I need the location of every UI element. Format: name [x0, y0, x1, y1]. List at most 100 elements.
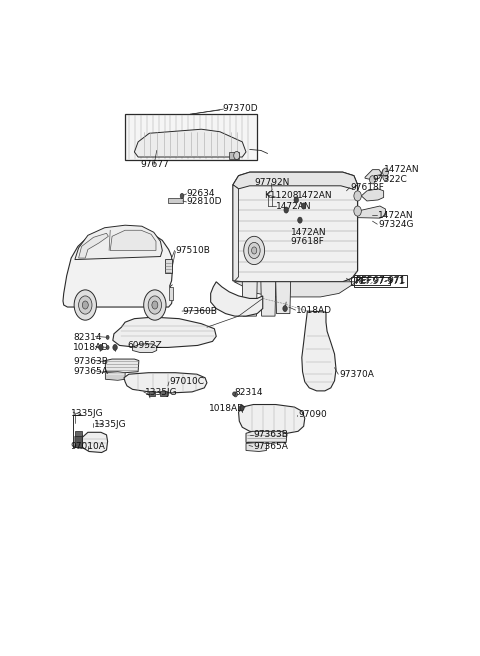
Text: 92810D: 92810D	[186, 197, 222, 207]
Bar	[165, 259, 172, 273]
Bar	[160, 391, 167, 396]
Text: 97510B: 97510B	[175, 246, 210, 255]
Polygon shape	[75, 431, 83, 436]
Polygon shape	[358, 206, 385, 218]
Text: 97010C: 97010C	[170, 377, 205, 386]
Polygon shape	[246, 442, 266, 451]
Text: 97360B: 97360B	[183, 306, 217, 316]
Text: 1335JG: 1335JG	[71, 409, 104, 418]
Text: 92634: 92634	[186, 190, 215, 198]
Text: 97322C: 97322C	[372, 175, 407, 184]
Polygon shape	[79, 234, 108, 258]
Circle shape	[240, 405, 244, 411]
Text: 97363B: 97363B	[253, 430, 288, 440]
Circle shape	[301, 203, 306, 209]
Circle shape	[354, 191, 361, 201]
Text: 97792N: 97792N	[254, 178, 290, 187]
Text: 1472AN: 1472AN	[378, 211, 414, 220]
Polygon shape	[233, 172, 358, 189]
Circle shape	[383, 174, 388, 181]
Circle shape	[99, 344, 103, 350]
Polygon shape	[302, 311, 336, 391]
Text: 82314: 82314	[73, 333, 102, 342]
Circle shape	[284, 207, 288, 213]
Text: K11208: K11208	[264, 192, 299, 200]
Text: 82314: 82314	[235, 388, 264, 398]
Bar	[351, 277, 390, 285]
Polygon shape	[242, 282, 257, 316]
Polygon shape	[365, 170, 382, 180]
Circle shape	[248, 242, 260, 258]
Circle shape	[252, 247, 257, 254]
Text: 1472AN: 1472AN	[297, 192, 333, 200]
Text: 97363B: 97363B	[73, 357, 108, 366]
Text: 97010A: 97010A	[71, 442, 105, 451]
Text: 1472AN: 1472AN	[290, 228, 326, 237]
Text: REF.97-971: REF.97-971	[354, 277, 404, 286]
Circle shape	[233, 392, 236, 396]
Bar	[169, 287, 173, 300]
Text: 97090: 97090	[298, 410, 327, 419]
Circle shape	[180, 194, 184, 198]
Text: 1472AN: 1472AN	[276, 201, 312, 211]
Bar	[125, 114, 257, 159]
Polygon shape	[239, 405, 305, 434]
Polygon shape	[234, 282, 357, 297]
Text: 1335JG: 1335JG	[145, 388, 178, 398]
Text: 1335JG: 1335JG	[94, 420, 126, 429]
Polygon shape	[276, 282, 290, 314]
Polygon shape	[246, 431, 287, 443]
Circle shape	[106, 335, 109, 339]
Text: 97365A: 97365A	[73, 367, 108, 376]
Polygon shape	[106, 372, 125, 380]
Circle shape	[74, 290, 96, 320]
Text: 1472AN: 1472AN	[384, 165, 419, 174]
Circle shape	[244, 236, 264, 264]
Circle shape	[370, 176, 375, 184]
Text: 1018AD: 1018AD	[209, 403, 245, 413]
Polygon shape	[75, 225, 162, 260]
Circle shape	[79, 296, 92, 314]
Circle shape	[152, 301, 158, 309]
Text: 97365A: 97365A	[253, 442, 288, 451]
Circle shape	[83, 301, 88, 309]
Circle shape	[234, 392, 238, 397]
Circle shape	[298, 217, 302, 223]
Polygon shape	[233, 172, 358, 282]
Polygon shape	[233, 185, 239, 281]
Bar	[168, 198, 183, 203]
Polygon shape	[261, 282, 276, 316]
Polygon shape	[124, 373, 207, 393]
Text: 1018AD: 1018AD	[73, 343, 109, 352]
Circle shape	[354, 206, 361, 216]
Text: 97324G: 97324G	[378, 220, 414, 229]
Text: 97370D: 97370D	[223, 104, 258, 113]
Polygon shape	[134, 129, 246, 157]
Text: 97677: 97677	[141, 160, 169, 169]
Text: 97370A: 97370A	[339, 370, 374, 379]
Polygon shape	[83, 432, 108, 453]
Circle shape	[283, 306, 288, 312]
Polygon shape	[106, 359, 139, 373]
Circle shape	[383, 168, 388, 176]
Text: 97618F: 97618F	[350, 183, 384, 192]
Polygon shape	[132, 344, 156, 352]
Text: 60952Z: 60952Z	[127, 341, 162, 350]
Polygon shape	[75, 435, 83, 449]
Bar	[148, 391, 155, 396]
Text: REF.97-971: REF.97-971	[355, 276, 406, 285]
Polygon shape	[110, 230, 156, 251]
Circle shape	[148, 296, 162, 314]
Circle shape	[106, 346, 109, 350]
Polygon shape	[361, 189, 384, 201]
Circle shape	[144, 290, 166, 320]
Polygon shape	[211, 282, 263, 316]
Circle shape	[294, 197, 299, 203]
Text: 1018AD: 1018AD	[296, 306, 332, 315]
Polygon shape	[63, 230, 172, 307]
Circle shape	[240, 405, 244, 411]
Circle shape	[234, 152, 240, 159]
Polygon shape	[113, 317, 216, 348]
Bar	[229, 152, 239, 159]
Circle shape	[113, 344, 117, 350]
